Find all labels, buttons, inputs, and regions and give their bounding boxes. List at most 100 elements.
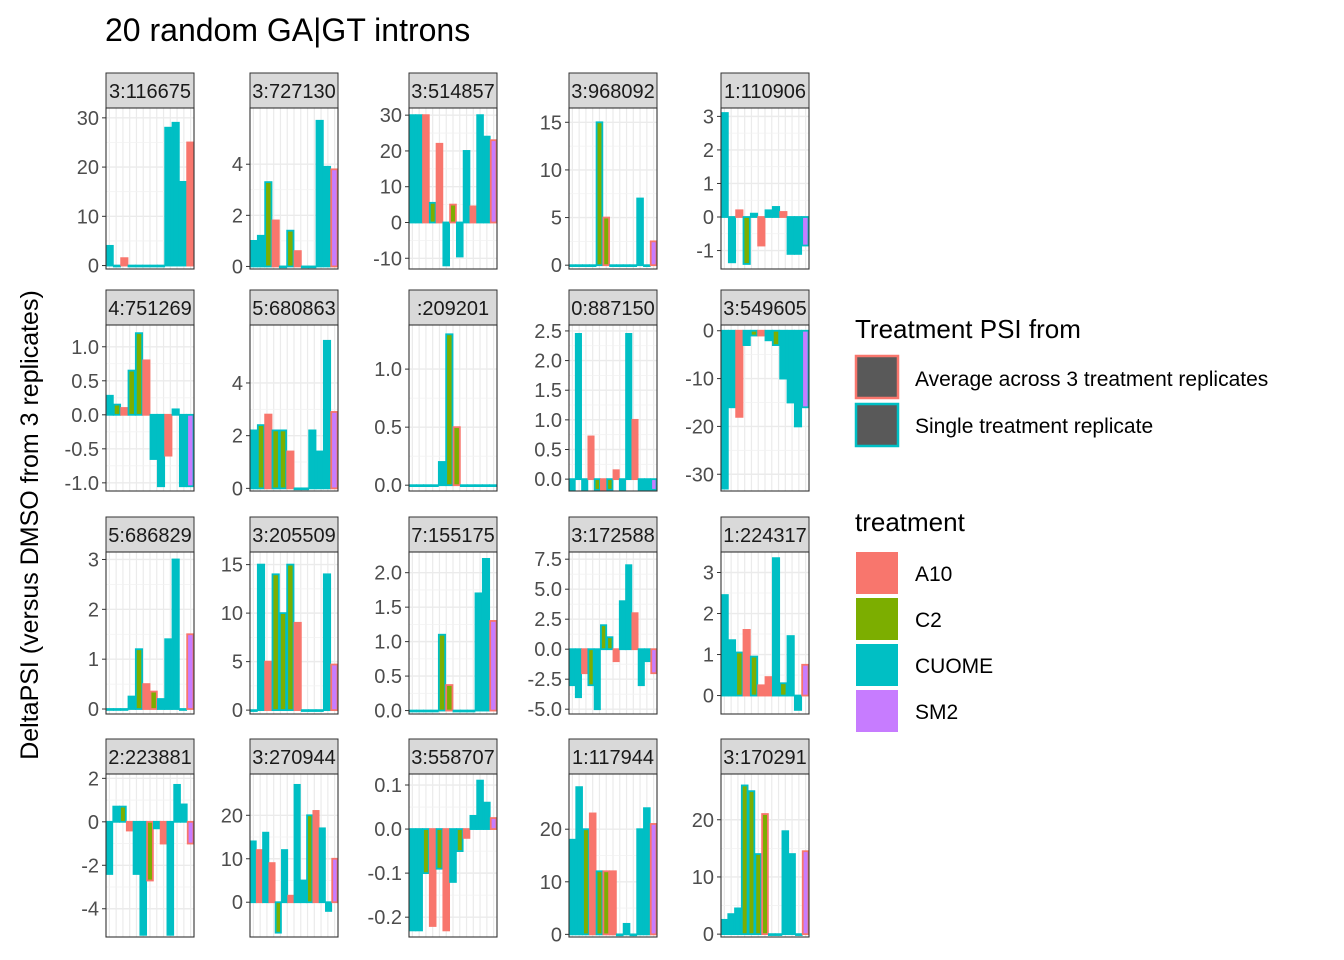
strip-label: 3:270944 xyxy=(252,747,335,769)
bar xyxy=(643,807,651,936)
y-tick-label: 0 xyxy=(551,255,562,277)
bar xyxy=(764,209,773,218)
panel-border xyxy=(408,551,498,715)
strip-label: 3:172588 xyxy=(571,525,654,547)
bar xyxy=(588,264,597,267)
bar xyxy=(166,820,175,936)
bar xyxy=(650,648,658,675)
panel-border xyxy=(720,773,810,938)
bar xyxy=(600,478,608,491)
bar xyxy=(734,907,742,936)
bar xyxy=(428,828,437,927)
bar xyxy=(649,823,658,936)
y-tick-label: 0 xyxy=(391,212,402,234)
strip-background xyxy=(249,72,339,109)
panel-border xyxy=(249,107,339,270)
bar xyxy=(481,484,491,487)
strip-background xyxy=(720,516,810,553)
y-tick-label: 0 xyxy=(232,256,243,278)
strip-label: 2:223881 xyxy=(108,747,191,769)
bar xyxy=(771,329,781,346)
y-tick-label: 10 xyxy=(540,160,562,182)
bar xyxy=(636,197,644,267)
bar xyxy=(574,332,582,481)
bar xyxy=(286,563,295,712)
y-tick-label: 1.0 xyxy=(71,337,99,359)
y-tick-label: -0.2 xyxy=(368,907,402,929)
y-tick-label: 10 xyxy=(540,872,562,894)
bar xyxy=(264,413,273,490)
y-tick-label: 1.0 xyxy=(374,359,402,381)
y-tick-label: -1.0 xyxy=(65,473,99,495)
bar xyxy=(171,558,180,710)
bar xyxy=(268,862,276,904)
bar xyxy=(757,684,766,697)
bar xyxy=(264,181,273,268)
bar xyxy=(156,413,166,488)
bar xyxy=(595,870,604,936)
bar xyxy=(132,820,141,875)
bar xyxy=(442,828,451,932)
y-tick-label: 7.5 xyxy=(534,549,562,571)
bar xyxy=(793,329,803,428)
y-tick-label: 5 xyxy=(551,208,562,230)
legend-key-cuome xyxy=(856,644,898,686)
bar xyxy=(449,203,457,224)
bar xyxy=(422,114,430,224)
strip-label: 1:110906 xyxy=(724,81,806,103)
bar xyxy=(415,828,423,932)
bar xyxy=(602,870,611,936)
y-tick-label: 2 xyxy=(232,205,243,227)
legend-key-average xyxy=(854,354,900,400)
facet-panel: 3:968092 0 5 10 15 xyxy=(540,72,658,277)
strip-background xyxy=(105,72,195,109)
strip-label: 3:514857 xyxy=(411,81,494,103)
y-tick-label: 1.0 xyxy=(374,632,402,654)
bar xyxy=(330,663,339,712)
bar xyxy=(452,426,461,487)
bar xyxy=(774,933,783,936)
bar xyxy=(249,239,258,268)
y-tick-label: 30 xyxy=(380,105,402,127)
bar xyxy=(331,857,339,904)
y-tick-label: -10 xyxy=(685,369,714,391)
bar xyxy=(749,655,759,697)
bar xyxy=(489,817,498,830)
facet-panel: 4:751269 -1.0 -0.5 0.0 0.5 1.0 xyxy=(65,289,195,495)
y-tick-label: 1 xyxy=(703,645,714,667)
bar xyxy=(622,264,631,267)
bar xyxy=(415,114,423,224)
bar xyxy=(467,484,476,487)
legend-entry-c2: C2 xyxy=(856,598,942,640)
bar xyxy=(142,683,151,710)
y-tick-label: 2 xyxy=(703,140,714,162)
bar xyxy=(449,828,457,883)
y-tick-label: 2 xyxy=(703,604,714,626)
y-tick-label: 2.0 xyxy=(374,563,402,585)
y-tick-label: 30 xyxy=(77,108,99,130)
bar xyxy=(134,264,144,268)
bar xyxy=(300,487,310,491)
bar xyxy=(757,216,766,247)
legend-label-single: Single treatment replicate xyxy=(915,415,1153,438)
bar xyxy=(483,135,491,224)
bar xyxy=(415,709,425,713)
y-tick-label: 10 xyxy=(692,867,714,889)
legend-label-cuome: CUOME xyxy=(915,655,993,678)
legend-key-single xyxy=(854,402,900,448)
y-tick-label: 2 xyxy=(232,426,243,448)
bar xyxy=(455,221,464,258)
panel-border xyxy=(720,324,810,492)
y-tick-label: 2 xyxy=(88,768,99,790)
bar xyxy=(727,216,737,264)
bar xyxy=(650,478,658,491)
y-tick-label: 2.5 xyxy=(534,609,562,631)
y-tick-label: 1 xyxy=(88,649,99,671)
bar xyxy=(293,783,301,904)
bar xyxy=(587,435,595,481)
bar xyxy=(615,264,624,267)
panel-border xyxy=(408,107,498,270)
bar xyxy=(489,139,498,224)
legend-key-c2 xyxy=(856,598,898,640)
legend-key-a10 xyxy=(856,552,898,594)
